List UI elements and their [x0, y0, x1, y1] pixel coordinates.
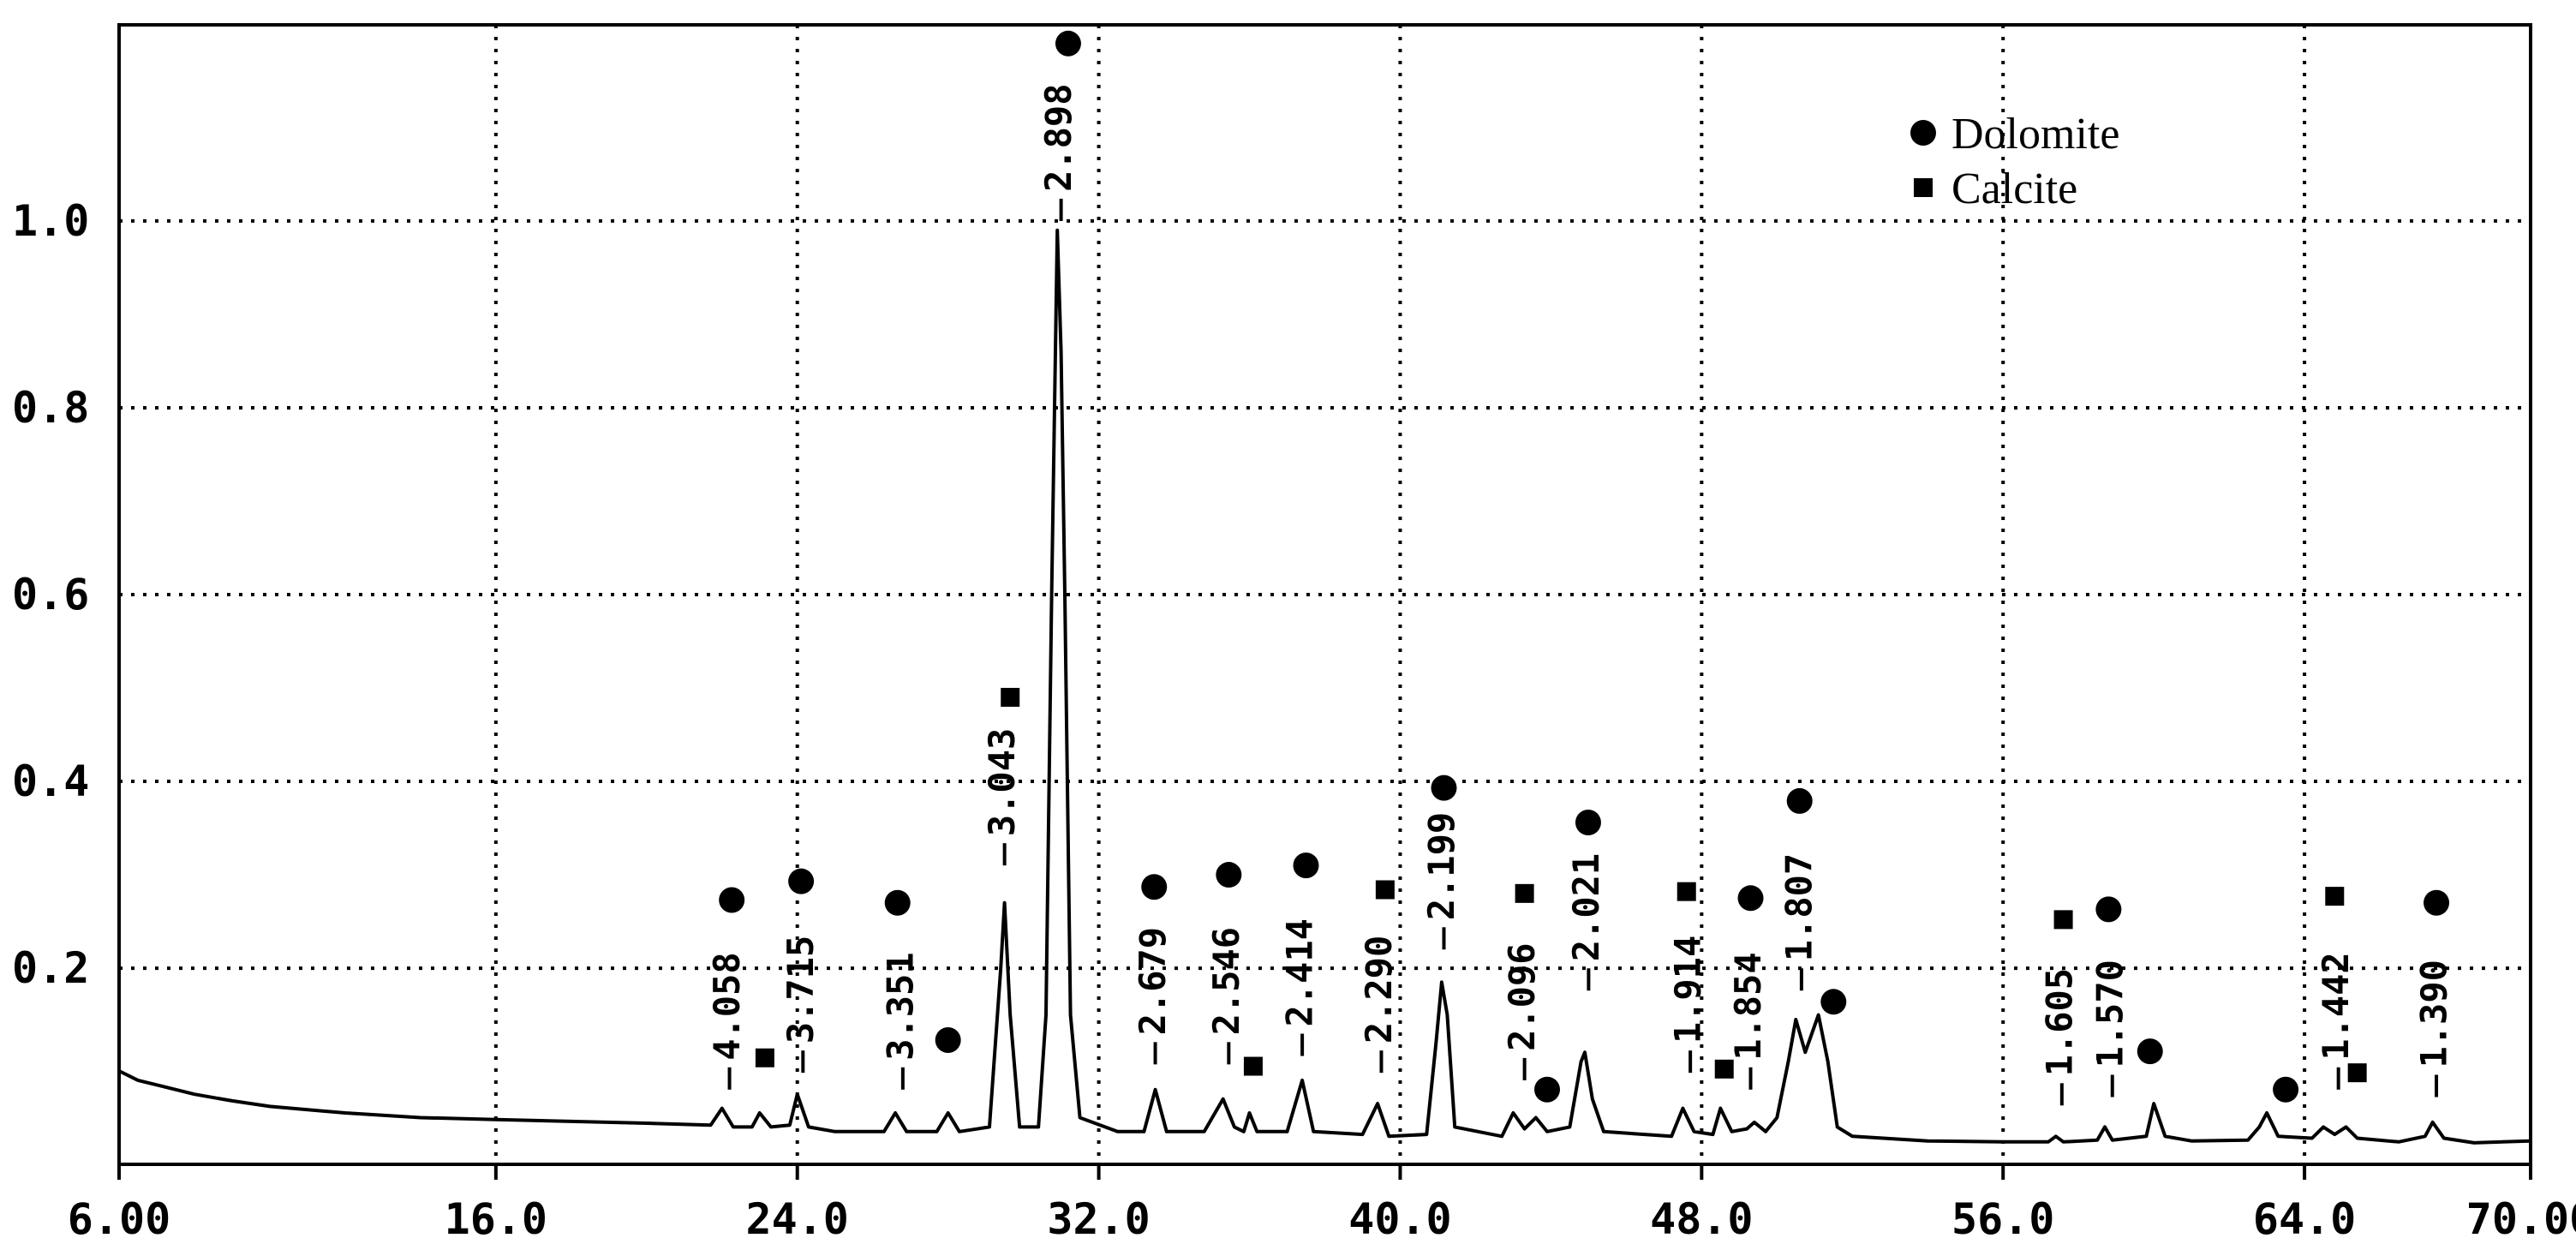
phase-marker [1575, 810, 1601, 835]
x-tick-label: 70.00 [2466, 1194, 2576, 1244]
phase-marker [1676, 882, 1696, 901]
peak-label: 2.679 [1132, 927, 1174, 1035]
phase-marker [2424, 889, 2450, 916]
phase-marker [1375, 880, 1395, 900]
x-tick-label: 16.0 [445, 1194, 547, 1244]
y-tick-label: 0.8 [12, 383, 89, 433]
y-tick-label: 0.4 [12, 757, 89, 806]
phase-marker [2053, 910, 2073, 930]
y-tick-label: 0.6 [12, 570, 89, 619]
spectrum-line [118, 228, 2531, 1145]
phase-marker [1293, 852, 1319, 879]
peak-label: 3.715 [780, 936, 822, 1044]
phase-marker [1141, 874, 1168, 900]
x-tick-label: 56.0 [1951, 1194, 2054, 1244]
phase-marker [1515, 883, 1534, 903]
peak-label: 3.351 [879, 952, 921, 1060]
peak-label: 2.096 [1501, 942, 1543, 1050]
peak-label: 2.290 [1358, 936, 1400, 1044]
phase-marker [1534, 1076, 1561, 1103]
x-tick-label: 6.00 [68, 1194, 170, 1244]
legend-marker [1910, 120, 1936, 146]
y-tick-label: 0.2 [12, 943, 89, 993]
phase-marker [2273, 1076, 2299, 1103]
phase-marker [1243, 1056, 1263, 1076]
phase-marker [1737, 885, 1764, 912]
peak-label: 2.898 [1037, 83, 1079, 191]
peak-label: 3.043 [981, 728, 1023, 836]
phase-marker [1216, 862, 1242, 888]
phase-marker [1001, 687, 1020, 707]
phase-marker [1786, 787, 1813, 814]
peak-label: 1.807 [1778, 853, 1820, 961]
phase-marker [935, 1027, 961, 1054]
peak-label: 1.605 [2038, 968, 2080, 1076]
legend-label: Calcite [1951, 164, 2077, 213]
phase-marker [884, 889, 911, 916]
phase-marker [2095, 896, 2122, 923]
peak-label: 1.914 [1667, 936, 1709, 1044]
peak-label: 1.570 [2089, 960, 2131, 1068]
phase-marker [755, 1048, 774, 1068]
legend-label: Dolomite [1951, 110, 2119, 158]
phase-marker [1431, 775, 1457, 801]
phase-marker [788, 868, 815, 894]
x-tick-label: 24.0 [746, 1194, 849, 1244]
x-tick-label: 64.0 [2253, 1194, 2356, 1244]
phase-marker [1714, 1059, 1734, 1079]
peak-label: 1.854 [1727, 952, 1769, 1060]
phase-marker [2325, 887, 2345, 906]
phase-marker [1820, 989, 1847, 1015]
phase-marker [2137, 1038, 2163, 1065]
peak-label: 4.058 [706, 952, 748, 1060]
legend-marker [1914, 178, 1933, 197]
x-tick-label: 32.0 [1047, 1194, 1150, 1244]
peak-label: 2.021 [1565, 853, 1607, 961]
peak-label: 1.390 [2413, 960, 2455, 1068]
phase-marker [2347, 1063, 2367, 1083]
peak-label: 2.414 [1279, 918, 1321, 1026]
peak-label: 2.199 [1420, 812, 1462, 920]
x-tick-label: 40.0 [1348, 1194, 1451, 1244]
x-tick-label: 48.0 [1650, 1194, 1753, 1244]
phase-marker [719, 887, 745, 913]
peak-label: 1.442 [2315, 952, 2357, 1060]
peak-label: 2.546 [1205, 927, 1247, 1035]
y-tick-label: 1.0 [12, 196, 89, 246]
phase-marker [1055, 30, 1081, 57]
